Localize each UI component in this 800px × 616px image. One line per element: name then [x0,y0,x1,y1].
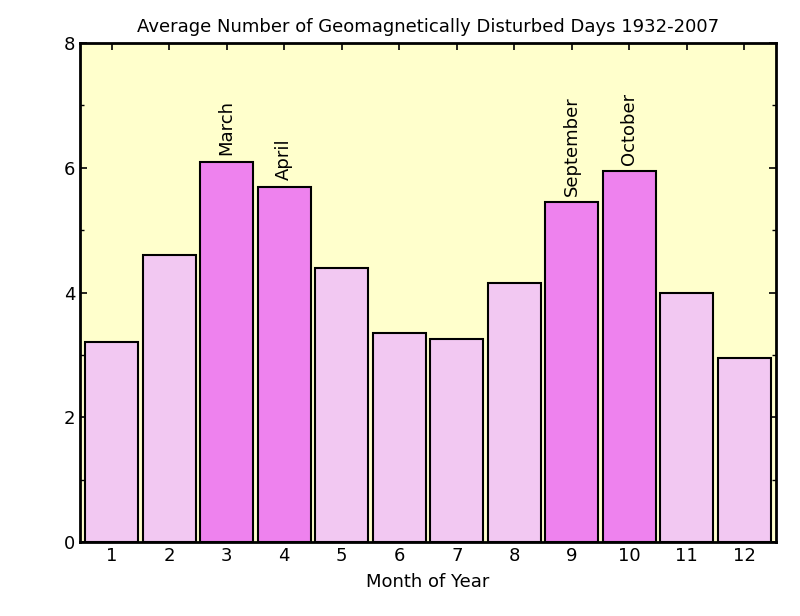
Bar [200,161,253,542]
Text: April: April [275,139,293,180]
Bar [85,342,138,542]
Bar [718,358,771,542]
Title: Average Number of Geomagnetically Disturbed Days 1932-2007: Average Number of Geomagnetically Distur… [137,18,719,36]
Bar [488,283,541,542]
Bar [430,339,483,542]
Bar [142,255,196,542]
Bar [315,267,368,542]
Bar [258,187,310,542]
Bar [603,171,656,542]
Bar [373,333,426,542]
Text: October: October [620,92,638,164]
Bar [660,293,714,542]
Text: September: September [563,96,581,196]
X-axis label: Month of Year: Month of Year [366,573,490,591]
Bar [546,202,598,542]
Text: March: March [218,100,236,155]
